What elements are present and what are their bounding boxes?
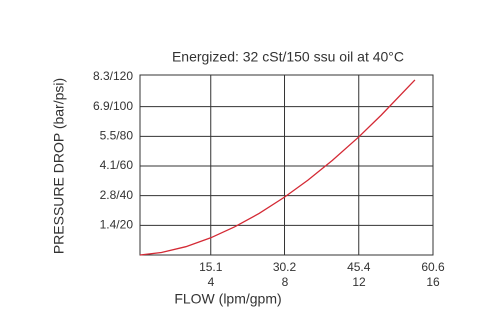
x2-tick-label: 4	[208, 275, 215, 289]
y-tick-label: 5.5/80	[100, 129, 134, 143]
x-tick-label: 15.1	[199, 260, 223, 274]
y-tick-label: 1.4/20	[100, 218, 134, 232]
flow-curve	[139, 79, 416, 256]
y-tick-label: 4.1/60	[100, 158, 134, 172]
y-tick-label: 6.9/100	[93, 99, 133, 113]
x2-tick-label: 16	[426, 275, 440, 289]
x-axis-label: FLOW (lpm/gpm)	[174, 291, 281, 307]
plot-frame	[139, 74, 434, 256]
x-tick-label: 30.2	[273, 260, 297, 274]
y-axis-label: PRESSURE DROP (bar/psi)	[51, 78, 67, 254]
x-tick-label: 60.6	[421, 260, 445, 274]
x2-tick-label: 12	[352, 275, 366, 289]
chart-title: Energized: 32 cSt/150 ssu oil at 40°C	[172, 49, 404, 65]
x-tick-label: 45.4	[347, 260, 371, 274]
y-tick-label: 8.3/120	[93, 69, 133, 83]
x2-tick-label: 8	[282, 275, 289, 289]
y-tick-label: 2.8/40	[100, 188, 134, 202]
